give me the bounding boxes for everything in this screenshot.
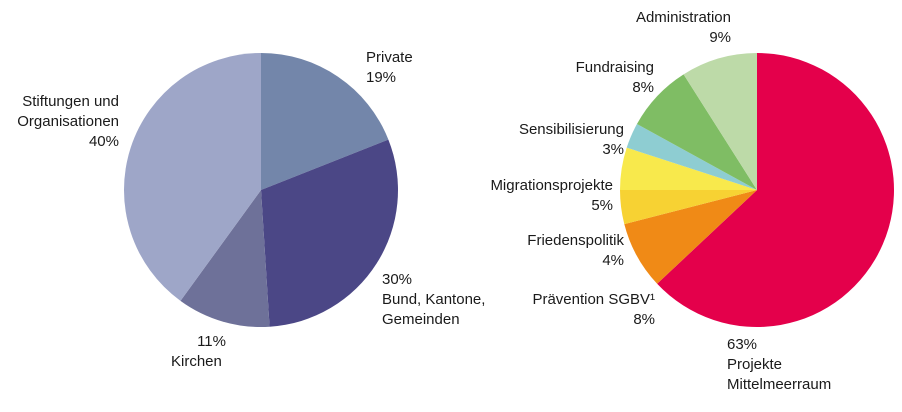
income-slice-stiftungen	[123, 52, 261, 301]
expense-slice-fundraising	[636, 74, 757, 190]
expense-label-frieden-value: 4%	[602, 252, 624, 269]
expense-label-frieden-text-0: Friedenspolitik	[527, 232, 624, 249]
expense-label-sensibilisierung-text-0: Sensibilisierung	[519, 121, 624, 138]
expense-label-projekte-value: 63%	[727, 336, 757, 353]
income-pie-labels: Private 19% 30% Bund, Kantone, Gemeinden 11% K…	[17, 49, 485, 370]
expense-label-migration-value: 5%	[591, 197, 613, 214]
expense-label-administration-value: 9%	[709, 29, 731, 46]
expense-label-praevention-text-0: Prävention SGBV¹	[532, 291, 655, 308]
expense-slice-migration	[620, 147, 757, 190]
income-label-bund-value: 30%	[382, 271, 412, 288]
expense-label-praevention-value: 8%	[633, 311, 655, 328]
income-label-stiftungen-text-0: Stiftungen und	[22, 93, 119, 110]
expense-label-administration-text-0: Administration	[636, 9, 731, 26]
expense-label-migration-text-0: Migrationsprojekte	[490, 177, 613, 194]
income-pie-chart	[123, 52, 398, 328]
expense-pie-chart	[620, 53, 895, 328]
expense-slice-sensibilisierung	[626, 124, 757, 190]
income-label-stiftungen-text-1: Organisationen	[17, 113, 119, 130]
expense-label-projekte-text-1: Projekte	[727, 356, 782, 373]
expense-label-fundraising-value: 8%	[632, 79, 654, 96]
expense-pie-labels: 63% Projekte Mittelmeerraum Prävention SGBV…	[490, 9, 831, 393]
income-slice-bund	[261, 139, 398, 327]
income-label-kirchen-value: 11%	[197, 333, 226, 350]
income-slice-kirchen	[180, 190, 270, 328]
expense-label-projekte-text-2: Mittelmeerraum	[727, 376, 831, 393]
expense-slice-praevention	[624, 190, 757, 284]
expense-slice-frieden	[620, 190, 757, 225]
expense-label-sensibilisierung-value: 3%	[602, 141, 624, 158]
expense-slice-projekte	[657, 53, 895, 328]
income-slice-private	[261, 53, 389, 190]
income-label-bund-text-1: Bund, Kantone,	[382, 291, 485, 308]
expense-slice-administration	[683, 53, 757, 190]
income-label-stiftungen-value: 40%	[89, 133, 119, 150]
income-label-private-text-0: Private	[366, 49, 413, 66]
income-label-bund-text-2: Gemeinden	[382, 311, 460, 328]
income-label-private-value: 19%	[366, 69, 396, 86]
expense-label-fundraising-text-0: Fundraising	[576, 59, 654, 76]
income-label-kirchen-text-1: Kirchen	[171, 353, 222, 370]
